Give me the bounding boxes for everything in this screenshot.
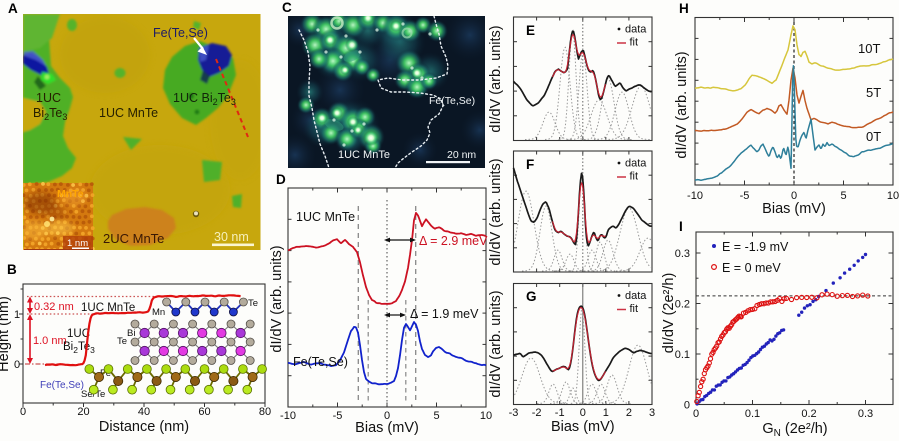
svg-text:0: 0	[693, 408, 699, 420]
svg-text:0.2: 0.2	[675, 299, 690, 311]
svg-text:0: 0	[14, 359, 20, 371]
svg-text:Te: Te	[248, 298, 258, 309]
svg-text:Fe(Te,Se): Fe(Te,Se)	[40, 380, 84, 391]
svg-text:-2: -2	[532, 407, 542, 419]
svg-text:0: 0	[580, 407, 586, 419]
svg-text:fit: fit	[630, 37, 639, 49]
svg-text:dI/dV (arb. units): dI/dV (arb. units)	[488, 290, 504, 397]
svg-text:20: 20	[77, 406, 89, 418]
svg-text:data: data	[625, 158, 647, 170]
svg-text:0: 0	[791, 190, 797, 202]
svg-text:1UC Bi2Te3: 1UC Bi2Te3	[173, 91, 236, 107]
svg-text:0.32 nm: 0.32 nm	[34, 301, 74, 313]
svg-text:-3: -3	[509, 407, 519, 419]
svg-text:D: D	[276, 172, 286, 187]
svg-text:0.2: 0.2	[801, 408, 816, 420]
svg-text:Se/Te: Se/Te	[81, 389, 105, 400]
svg-text:Bias (mV): Bias (mV)	[762, 201, 826, 217]
svg-text:1UC: 1UC	[67, 328, 90, 340]
svg-text:-10: -10	[280, 410, 296, 422]
svg-text:fit: fit	[630, 303, 639, 315]
svg-text:H: H	[679, 1, 689, 16]
svg-text:Distance (nm): Distance (nm)	[99, 419, 189, 435]
svg-text:fit: fit	[630, 171, 639, 183]
svg-text:1UC MnTe: 1UC MnTe	[99, 106, 158, 120]
svg-text:Bi2Te3: Bi2Te3	[33, 106, 67, 122]
svg-text:10: 10	[887, 190, 899, 202]
svg-text:0.1: 0.1	[745, 408, 760, 420]
svg-text:0.3: 0.3	[858, 408, 873, 420]
svg-text:E: E	[526, 23, 535, 38]
svg-text:10: 10	[480, 410, 492, 422]
svg-text:A: A	[8, 1, 18, 16]
svg-text:B: B	[7, 262, 17, 277]
svg-text:5T: 5T	[866, 85, 881, 100]
svg-text:Mn: Mn	[152, 307, 165, 318]
svg-text:0: 0	[20, 406, 26, 418]
svg-text:Δ = 1.9 meV: Δ = 1.9 meV	[410, 307, 479, 321]
svg-text:Fe(Te,Se): Fe(Te,Se)	[293, 355, 348, 369]
svg-text:30 nm: 30 nm	[214, 230, 249, 244]
svg-text:E = -1.9 mV: E = -1.9 mV	[722, 240, 789, 254]
svg-text:dI/dV (arb. units): dI/dV (arb. units)	[488, 158, 504, 265]
svg-text:F: F	[526, 157, 534, 172]
svg-text:40: 40	[138, 406, 150, 418]
svg-text:G: G	[526, 289, 537, 304]
svg-text:MnTe: MnTe	[57, 188, 84, 200]
svg-text:5: 5	[840, 190, 846, 202]
svg-text:80: 80	[259, 406, 271, 418]
svg-text:1.0 nm: 1.0 nm	[33, 335, 67, 347]
svg-text:20 nm: 20 nm	[447, 149, 476, 161]
svg-text:C: C	[282, 0, 292, 15]
svg-text:1: 1	[603, 407, 609, 419]
svg-text:10T: 10T	[858, 41, 880, 56]
svg-text:data: data	[625, 290, 647, 302]
svg-text:-5: -5	[740, 190, 750, 202]
svg-text:1UC MnTe: 1UC MnTe	[296, 210, 355, 224]
svg-text:0T: 0T	[866, 129, 881, 144]
svg-text:dI/dV (2e²/h): dI/dV (2e²/h)	[661, 273, 677, 354]
svg-text:0.3: 0.3	[675, 248, 690, 260]
svg-text:5: 5	[433, 410, 439, 422]
svg-text:2UC MnTe: 2UC MnTe	[103, 231, 164, 246]
svg-text:E = 0 meV: E = 0 meV	[722, 261, 781, 275]
svg-text:I: I	[679, 219, 683, 234]
svg-text:Te: Te	[117, 336, 127, 347]
svg-text:dI/dV (arb. units): dI/dV (arb. units)	[488, 25, 504, 132]
svg-text:1 nm: 1 nm	[67, 238, 88, 249]
svg-text:Fe: Fe	[100, 368, 111, 379]
svg-text:3: 3	[649, 407, 655, 419]
svg-text:data: data	[625, 24, 647, 36]
svg-text:-1: -1	[555, 407, 565, 419]
svg-text:Bi: Bi	[127, 328, 135, 339]
svg-text:-10: -10	[687, 190, 703, 202]
svg-text:Bias (mV): Bias (mV)	[551, 419, 615, 435]
svg-text:0.1: 0.1	[675, 349, 690, 361]
svg-text:dI/dV (arb. units): dI/dV (arb. units)	[269, 245, 285, 352]
svg-text:1: 1	[14, 309, 20, 321]
svg-text:Δ = 2.9 meV: Δ = 2.9 meV	[419, 234, 488, 248]
svg-text:2: 2	[626, 407, 632, 419]
svg-text:Fe(Te,Se): Fe(Te,Se)	[429, 95, 475, 107]
svg-text:Height (nm): Height (nm)	[0, 296, 12, 372]
svg-text:0: 0	[684, 400, 690, 412]
svg-text:dI/dV (arb. units): dI/dV (arb. units)	[674, 51, 690, 158]
svg-text:0: 0	[384, 410, 390, 422]
svg-text:Bias (mV): Bias (mV)	[355, 420, 419, 436]
svg-text:60: 60	[198, 406, 210, 418]
svg-text:1UC MnTe: 1UC MnTe	[81, 302, 135, 314]
svg-text:GN (2e²/h): GN (2e²/h)	[762, 421, 827, 439]
svg-text:1UC: 1UC	[36, 91, 61, 105]
svg-text:1UC MnTe: 1UC MnTe	[338, 149, 390, 161]
svg-text:-5: -5	[333, 410, 343, 422]
svg-text:Fe(Te,Se): Fe(Te,Se)	[153, 26, 208, 40]
